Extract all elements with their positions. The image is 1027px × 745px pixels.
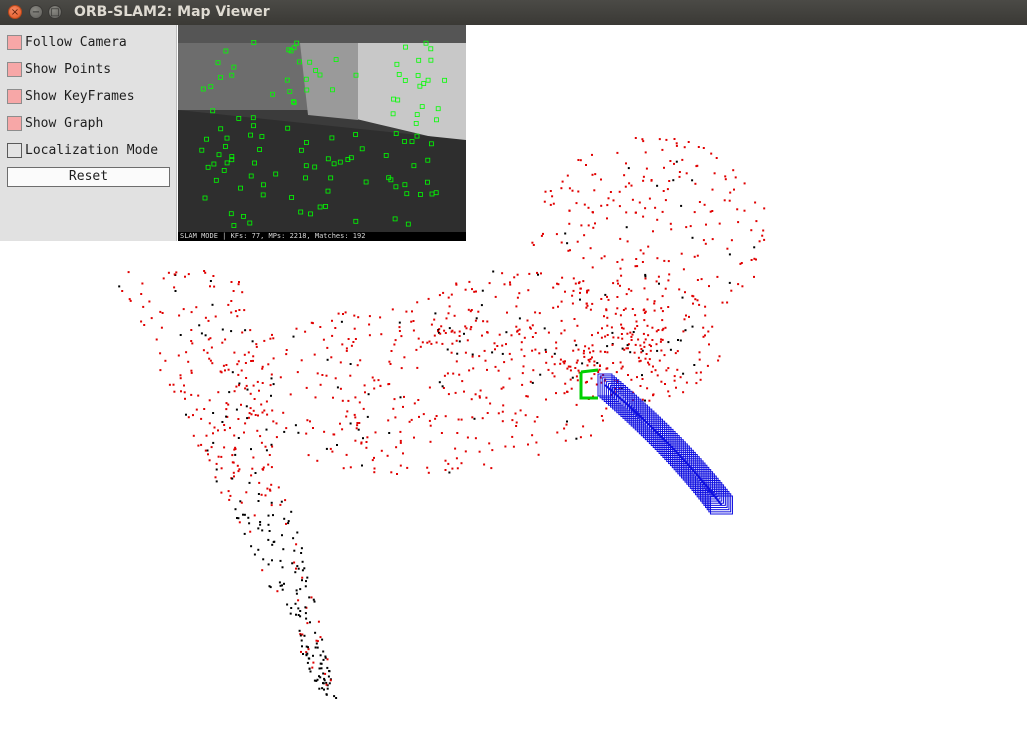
show-points-checkbox[interactable]: Show Points	[7, 60, 111, 78]
reset-button[interactable]: Reset	[7, 167, 170, 187]
show-graph-label: Show Graph	[25, 115, 104, 131]
minimize-window-button[interactable]: −	[29, 5, 43, 19]
show-graph-checkbox[interactable]: Show Graph	[7, 114, 103, 132]
show-points-label: Show Points	[25, 61, 112, 77]
title-bar: × − □ ORB-SLAM2: Map Viewer	[0, 0, 1027, 25]
frame-status-bar: SLAM MODE | KFs: 77, MPs: 2218, Matches:…	[178, 232, 466, 241]
show-keyframes-checkbox[interactable]: Show KeyFrames	[7, 87, 135, 105]
localization-mode-label: Localization Mode	[25, 142, 159, 158]
localization-mode-check-icon[interactable]	[7, 142, 22, 158]
show-points-check-icon[interactable]	[7, 61, 22, 77]
follow-camera-check-icon[interactable]	[7, 34, 22, 50]
show-graph-check-icon[interactable]	[7, 115, 22, 131]
close-window-button[interactable]: ×	[8, 5, 22, 19]
window-title: ORB-SLAM2: Map Viewer	[74, 4, 270, 20]
camera-frame-view: SLAM MODE | KFs: 77, MPs: 2218, Matches:…	[178, 25, 466, 241]
control-panel: Follow Camera Show Points Show KeyFrames…	[0, 25, 177, 241]
point-cloud-map[interactable]	[0, 25, 1027, 741]
show-keyframes-check-icon[interactable]	[7, 88, 22, 104]
frame-status-text: SLAM MODE | KFs: 77, MPs: 2218, Matches:…	[180, 232, 366, 240]
maximize-window-button[interactable]: □	[48, 5, 62, 19]
follow-camera-checkbox[interactable]: Follow Camera	[7, 33, 127, 51]
follow-camera-label: Follow Camera	[25, 34, 127, 50]
show-keyframes-label: Show KeyFrames	[25, 88, 135, 104]
localization-mode-checkbox[interactable]: Localization Mode	[7, 141, 158, 159]
camera-frame-image	[178, 25, 466, 232]
